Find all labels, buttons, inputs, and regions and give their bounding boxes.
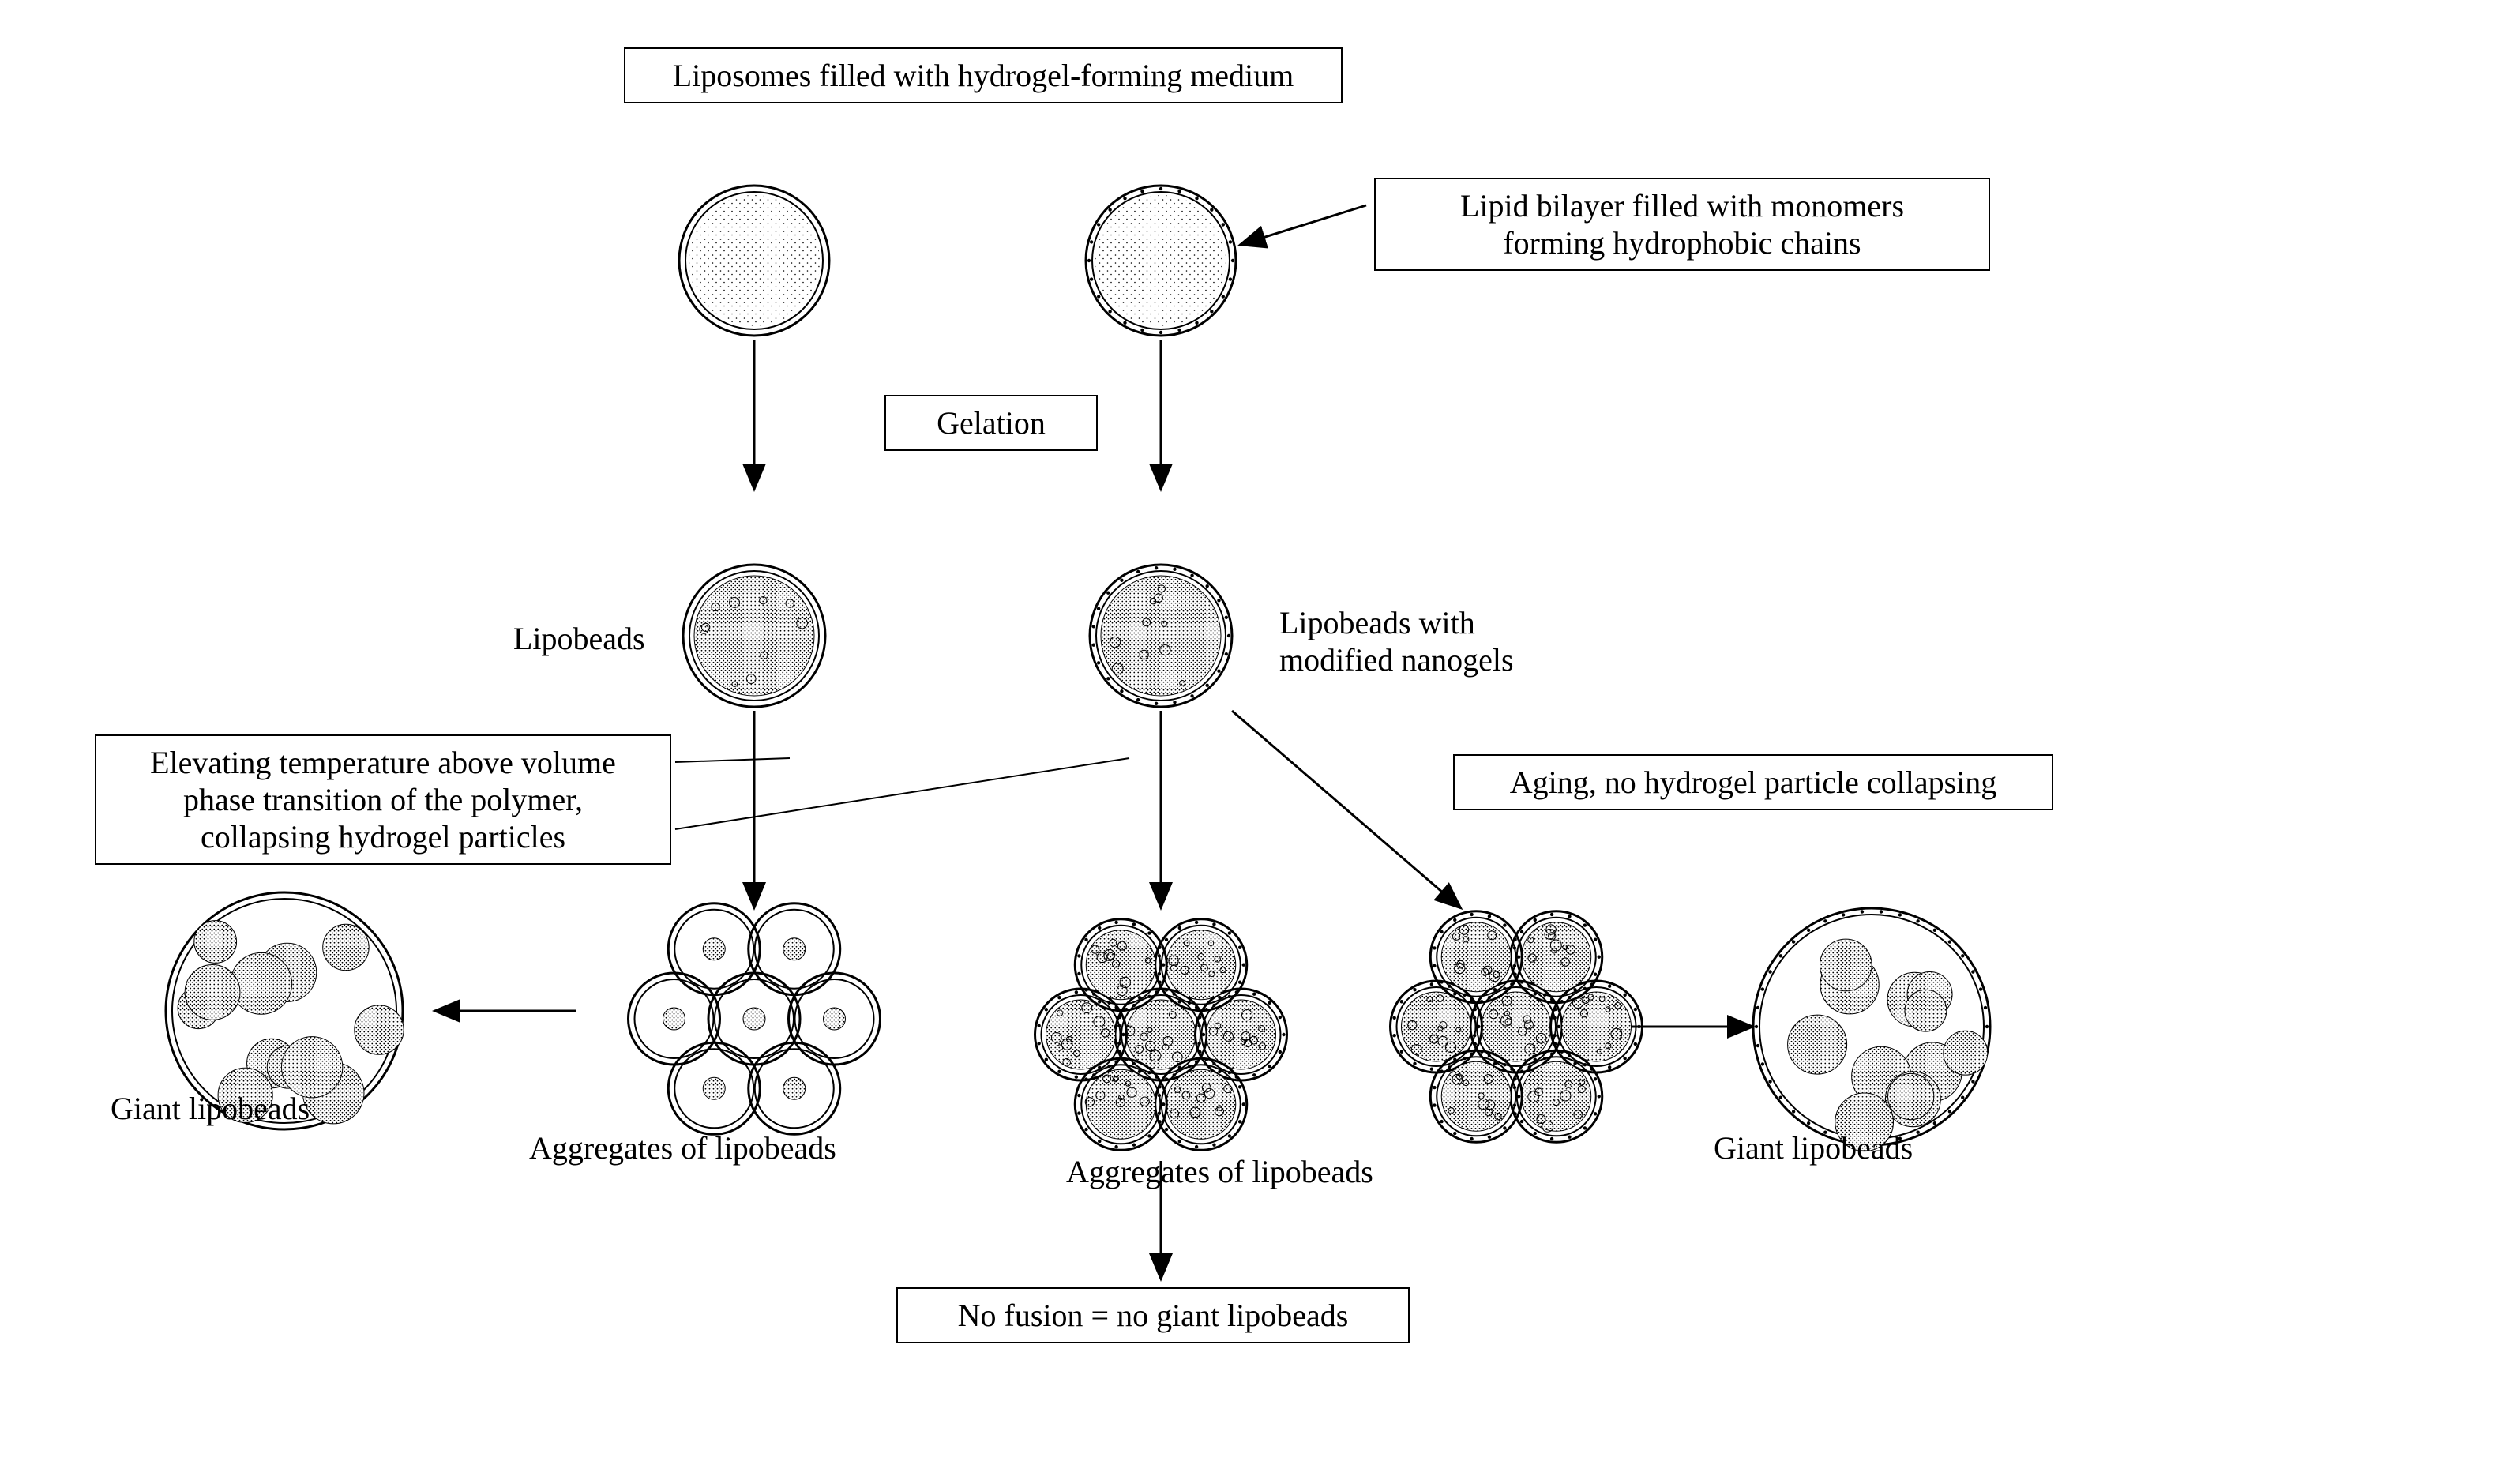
box-top-title: Liposomes filled with hydrogel-forming m… [624, 47, 1343, 103]
box-text-no-fusion: No fusion = no giant lipobeads [958, 1297, 1349, 1334]
label-agg-mid: Aggregates of lipobeads [1066, 1153, 1373, 1190]
label-giant-right: Giant lipobeads [1714, 1129, 1913, 1166]
diagram-canvas: Liposomes filled with hydrogel-forming m… [0, 0, 2520, 1480]
box-gelation: Gelation [884, 395, 1098, 451]
line-l-elev-2 [675, 758, 1129, 829]
label-lipobeads: Lipobeads [513, 620, 645, 657]
box-lipid-bilayer: Lipid bilayer filled with monomers formi… [1374, 178, 1990, 271]
cluster-cluster_right [1391, 911, 1643, 1143]
node-giant_right [1753, 908, 1990, 1151]
label-lipobeads-modified: Lipobeads with modified nanogels [1279, 604, 1514, 678]
cluster-cluster_left [629, 903, 881, 1135]
arrow-a-branch-right [1232, 711, 1461, 908]
label-agg-left: Aggregates of lipobeads [529, 1129, 836, 1166]
box-text-top-title: Liposomes filled with hydrogel-forming m… [673, 57, 1294, 94]
node-lipobead_right [1090, 565, 1232, 707]
box-text-aging: Aging, no hydrogel particle collapsing [1510, 764, 1997, 801]
box-text-lipid-bilayer: Lipid bilayer filled with monomers formi… [1460, 187, 1904, 261]
box-aging: Aging, no hydrogel particle collapsing [1453, 754, 2053, 810]
box-text-elevating: Elevating temperature above volume phase… [150, 744, 616, 855]
box-elevating: Elevating temperature above volume phase… [95, 734, 671, 865]
label-giant-left: Giant lipobeads [111, 1090, 310, 1127]
node-lipobead_left [683, 565, 825, 707]
node-liposome_plain [679, 186, 829, 336]
line-l-elev-1 [675, 758, 790, 762]
box-text-gelation: Gelation [937, 404, 1046, 441]
node-liposome_monomer [1086, 186, 1236, 336]
arrow-a-lipid-to-circle [1240, 205, 1366, 245]
box-no-fusion: No fusion = no giant lipobeads [896, 1287, 1410, 1343]
cluster-cluster_mid [1035, 919, 1287, 1151]
